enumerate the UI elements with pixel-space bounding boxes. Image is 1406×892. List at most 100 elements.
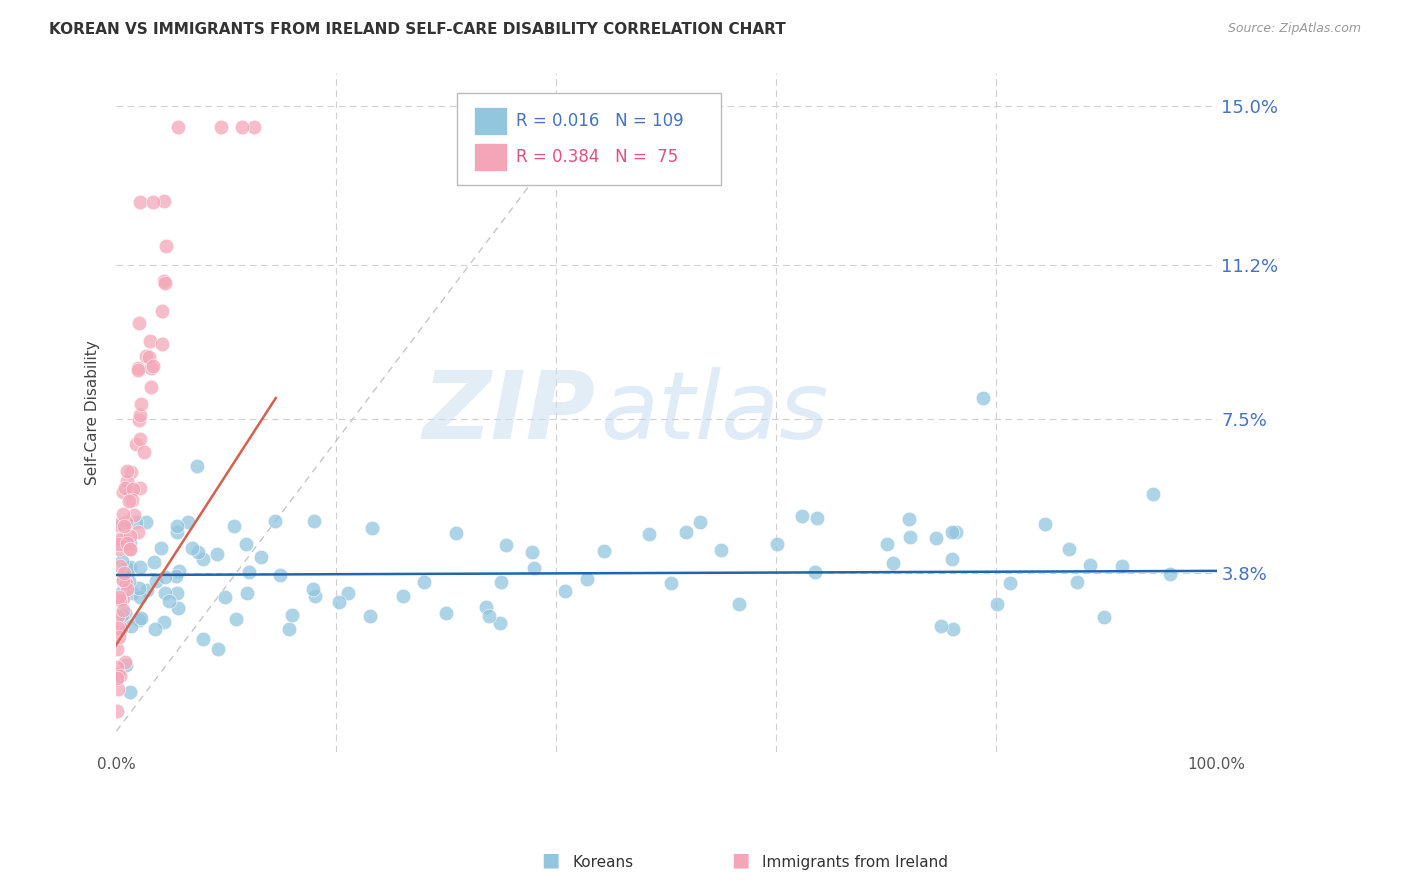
Point <box>444 525 467 540</box>
Point <box>575 572 598 586</box>
Point <box>931 619 953 633</box>
Point <box>129 559 152 574</box>
Point <box>114 532 136 546</box>
Point <box>225 612 247 626</box>
Point <box>1094 610 1116 624</box>
Point <box>806 511 828 525</box>
Point <box>108 541 131 556</box>
Point <box>122 482 145 496</box>
Point <box>142 359 165 373</box>
Point <box>224 519 246 533</box>
Point <box>111 507 134 521</box>
Point <box>118 542 141 557</box>
Point <box>270 568 292 582</box>
Point <box>129 195 152 210</box>
Text: Source: ZipAtlas.com: Source: ZipAtlas.com <box>1227 22 1361 36</box>
Point <box>882 557 904 571</box>
Point <box>111 585 134 599</box>
Point <box>142 555 165 569</box>
Point <box>593 544 616 558</box>
Point <box>118 684 141 698</box>
Point <box>131 396 153 410</box>
Point <box>118 484 141 499</box>
Point <box>434 606 457 620</box>
Point <box>728 597 751 611</box>
Point <box>107 609 129 624</box>
Point <box>659 575 682 590</box>
Point <box>128 413 150 427</box>
Point <box>1078 558 1101 572</box>
Point <box>166 519 188 533</box>
Point <box>105 660 128 674</box>
Point <box>972 391 994 405</box>
Point <box>1111 558 1133 573</box>
Point <box>117 494 139 508</box>
Point <box>1159 566 1181 581</box>
Point <box>108 532 131 546</box>
Point <box>111 484 134 499</box>
Point <box>304 589 326 603</box>
Point <box>231 120 253 135</box>
Point <box>108 630 131 644</box>
Point <box>235 537 257 551</box>
Point <box>108 537 131 551</box>
Text: R = 0.384   N =  75: R = 0.384 N = 75 <box>516 147 678 166</box>
Point <box>689 515 711 529</box>
Point <box>522 545 544 559</box>
Text: atlas: atlas <box>600 367 828 458</box>
Point <box>105 641 128 656</box>
Point <box>1066 574 1088 589</box>
Point <box>141 380 163 394</box>
Point <box>110 533 132 548</box>
Point <box>804 565 827 579</box>
Point <box>108 593 131 607</box>
Point <box>242 120 264 135</box>
Point <box>120 619 142 633</box>
Point <box>117 534 139 549</box>
Point <box>489 615 512 630</box>
Point <box>111 591 134 606</box>
Text: ■: ■ <box>541 851 560 870</box>
Point <box>263 514 285 528</box>
Point <box>111 554 134 568</box>
Point <box>478 608 501 623</box>
Point <box>167 120 190 135</box>
Point <box>412 575 434 590</box>
Point <box>105 517 128 532</box>
Point <box>765 537 787 551</box>
Point <box>112 574 135 589</box>
Point <box>207 642 229 657</box>
Point <box>129 408 152 422</box>
Point <box>153 276 176 290</box>
Point <box>107 621 129 635</box>
Point <box>941 524 963 539</box>
Text: ZIP: ZIP <box>422 367 595 458</box>
Point <box>124 437 146 451</box>
Point <box>135 349 157 363</box>
FancyBboxPatch shape <box>457 94 721 185</box>
Point <box>876 537 898 551</box>
Point <box>112 519 135 533</box>
Point <box>986 597 1008 611</box>
Point <box>277 623 299 637</box>
Point <box>235 586 257 600</box>
Point <box>135 516 157 530</box>
Point <box>187 545 209 559</box>
Point <box>125 516 148 530</box>
Bar <box>474 107 508 136</box>
Point <box>114 656 136 670</box>
Point <box>115 464 138 478</box>
Point <box>136 582 159 597</box>
Point <box>153 274 176 288</box>
Text: Koreans: Koreans <box>572 855 633 870</box>
Point <box>143 622 166 636</box>
Point <box>127 525 149 540</box>
Point <box>110 621 132 635</box>
Point <box>118 542 141 557</box>
Point <box>1142 487 1164 501</box>
Point <box>107 667 129 681</box>
Point <box>281 607 304 622</box>
Point <box>115 475 138 489</box>
Point <box>250 549 273 564</box>
Bar <box>474 143 508 171</box>
